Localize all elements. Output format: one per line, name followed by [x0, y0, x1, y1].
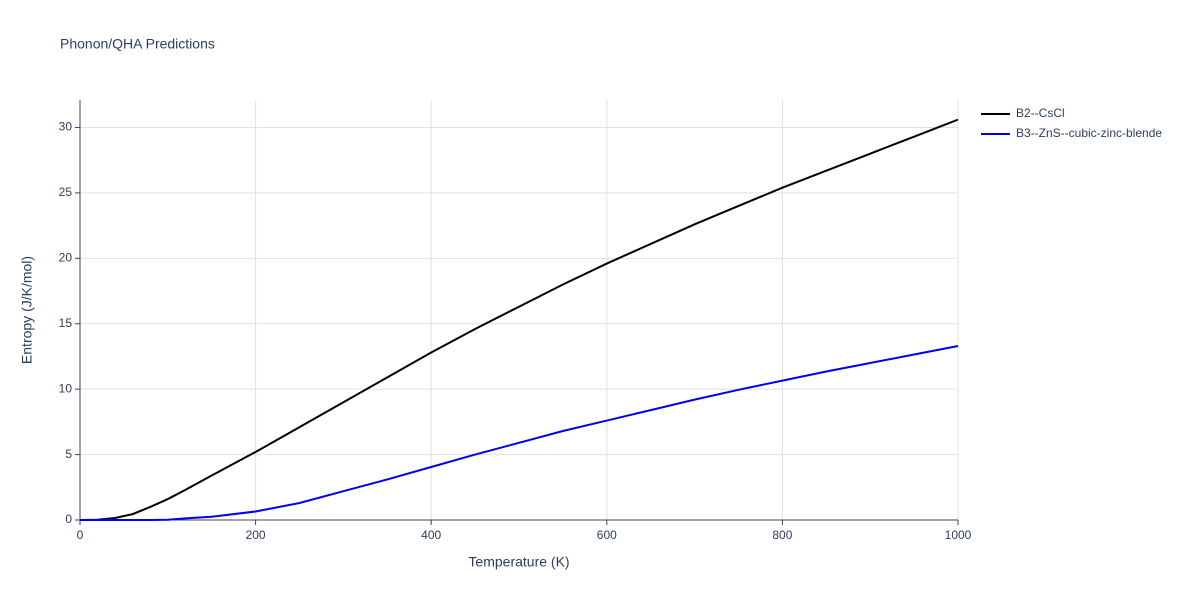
y-tick-label: 20: [59, 250, 73, 264]
y-tick-label: 5: [65, 447, 72, 461]
x-tick-label: 0: [77, 528, 84, 542]
line-series: [79, 118, 959, 521]
y-tick-label: 30: [59, 120, 73, 134]
line-series: [80, 344, 959, 521]
y-tick-label: 25: [59, 185, 73, 199]
legend-label: B2--CsCl: [1016, 106, 1065, 120]
x-tick-label: 200: [246, 528, 266, 542]
x-axis-title: Temperature (K): [468, 554, 569, 570]
chart-title: Phonon/QHA Predictions: [60, 36, 215, 52]
x-tick-label: 1000: [945, 528, 972, 542]
y-tick-label: 10: [59, 381, 73, 395]
legend-label: B3--ZnS--cubic-zinc-blende: [1016, 126, 1162, 140]
x-tick-label: 800: [772, 528, 792, 542]
y-axis-title: Entropy (J/K/mol): [19, 256, 35, 364]
y-tick-label: 0: [65, 512, 72, 526]
x-tick-label: 400: [421, 528, 441, 542]
y-tick-label: 15: [59, 316, 73, 330]
x-tick-label: 600: [597, 528, 617, 542]
